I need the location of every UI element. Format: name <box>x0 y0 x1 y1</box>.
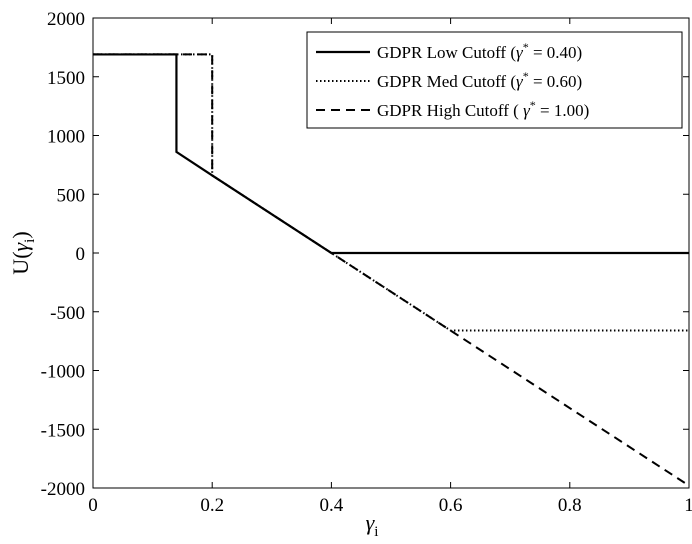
y-axis-label: U(γi) <box>8 231 38 274</box>
legend-label-low: GDPR Low Cutoff (γ* = 0.40) <box>377 40 582 62</box>
y-tick-label: -500 <box>50 303 85 324</box>
y-tick-label: -2000 <box>41 479 85 500</box>
legend-label-med: GDPR Med Cutoff (γ* = 0.60) <box>377 69 582 91</box>
ticks-layer <box>92 17 690 489</box>
x-tick-label: 0.2 <box>200 495 224 516</box>
y-tick-label: 500 <box>57 185 86 206</box>
x-tick-label: 0.8 <box>558 495 582 516</box>
x-tick-label: 0.4 <box>320 495 344 516</box>
y-tick-label: -1000 <box>41 362 85 383</box>
legend: GDPR Low Cutoff (γ* = 0.40) GDPR Med Cut… <box>306 31 683 129</box>
series-med-cutoff-line <box>93 53 689 332</box>
legend-label-high: GDPR High Cutoff ( γ* = 1.00) <box>377 98 589 120</box>
y-tick-label: 1500 <box>47 68 85 89</box>
x-tick-label: 0 <box>88 495 98 516</box>
x-tick-label: 1 <box>684 495 692 516</box>
x-tick-labels: 0 0.2 0.4 0.6 0.8 1 <box>88 495 692 516</box>
series-layer <box>93 53 690 487</box>
y-tick-label: -1500 <box>41 420 85 441</box>
x-axis-label: γi <box>366 510 379 540</box>
y-tick-label: 2000 <box>47 9 85 30</box>
x-tick-label: 0.6 <box>439 495 463 516</box>
y-tick-labels: 2000 1500 1000 500 0 -500 -1000 -1500 -2000 <box>41 9 85 500</box>
y-tick-label: 1000 <box>47 127 85 148</box>
y-tick-label: 0 <box>76 244 86 265</box>
series-low-cutoff-line <box>93 53 689 255</box>
